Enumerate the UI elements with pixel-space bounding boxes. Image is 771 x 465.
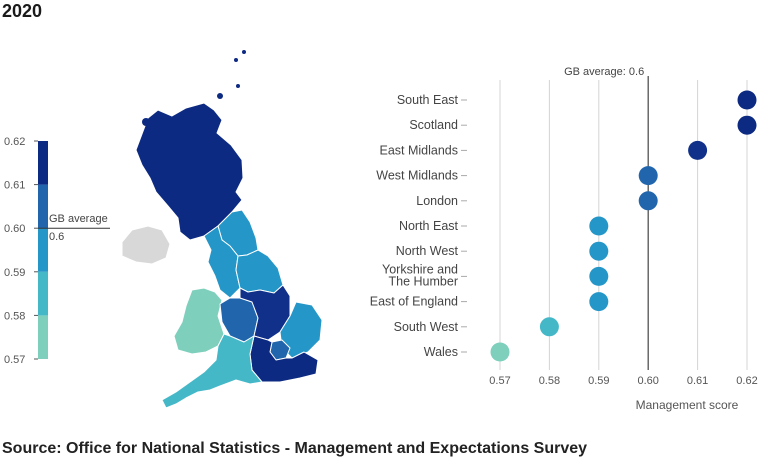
- x-tick-label: 0.60: [637, 375, 658, 387]
- region-yorkshire-and-the-humber-shape: [235, 249, 284, 294]
- island-shape: [234, 58, 238, 62]
- island-shape: [142, 118, 150, 126]
- uk-choropleth-map: [121, 50, 323, 409]
- color-legend: 0.57 0.58 0.59 0.60 0.61 0.62 GB average 0.6: [4, 136, 110, 366]
- data-point: [490, 342, 510, 362]
- y-tick-label: London: [416, 194, 458, 208]
- data-point: [589, 266, 609, 286]
- x-tick-label: 0.61: [687, 375, 708, 387]
- data-point: [638, 166, 658, 186]
- y-tick-label: North East: [399, 219, 459, 233]
- y-tick-label: Scotland: [409, 118, 458, 132]
- y-tick-label: East of England: [370, 295, 458, 309]
- source-note: Source: Office for National Statistics -…: [2, 440, 588, 457]
- y-tick-label: East Midlands: [379, 143, 458, 157]
- island-shape: [217, 93, 223, 99]
- dot-plot: 0.57 0.58 0.59 0.60 0.61 0.62 GB average: 0.6 M…: [370, 66, 758, 412]
- legend-swatch: [38, 184, 48, 229]
- chart-title: 2020: [2, 1, 43, 21]
- region-wales-shape: [173, 287, 225, 355]
- data-point: [688, 140, 708, 160]
- legend-average-label: GB average: [49, 213, 108, 225]
- data-point: [589, 292, 609, 312]
- region-scotland-shape: [135, 102, 244, 241]
- y-tick-label: South East: [397, 93, 459, 107]
- y-tick-label: West Midlands: [376, 169, 458, 183]
- island-shape: [236, 84, 240, 88]
- legend-swatch: [38, 271, 48, 316]
- x-tick-label: 0.62: [736, 375, 757, 387]
- data-point: [589, 241, 609, 261]
- legend-tick-label: 0.61: [4, 180, 25, 192]
- data-point: [737, 115, 757, 135]
- legend-tick-label: 0.58: [4, 310, 25, 322]
- legend-tick-label: 0.60: [4, 223, 25, 235]
- region-south-west-shape: [161, 333, 263, 409]
- y-tick-label: South West: [394, 320, 459, 334]
- data-point: [539, 317, 559, 337]
- legend-swatch: [38, 315, 48, 359]
- legend-tick-label: 0.59: [4, 267, 25, 279]
- data-point: [589, 216, 609, 236]
- data-point: [638, 191, 658, 211]
- legend-swatch: [38, 141, 48, 185]
- y-tick-label: North West: [396, 244, 459, 258]
- northern-ireland-shape: [121, 225, 171, 265]
- legend-swatch: [38, 228, 48, 272]
- x-tick-label: 0.57: [489, 375, 510, 387]
- x-tick-label: 0.59: [588, 375, 609, 387]
- island-shape: [242, 50, 246, 54]
- y-tick-label: Wales: [424, 345, 458, 359]
- y-tick-label: Yorkshire and The Humber: [382, 262, 458, 288]
- x-axis-title: Management score: [636, 398, 739, 412]
- data-point: [737, 90, 757, 110]
- legend-average-value: 0.6: [49, 231, 64, 243]
- x-tick-label: 0.58: [539, 375, 560, 387]
- legend-tick-label: 0.62: [4, 136, 25, 148]
- legend-tick-label: 0.57: [4, 354, 25, 366]
- reference-line-label: GB average: 0.6: [564, 66, 644, 78]
